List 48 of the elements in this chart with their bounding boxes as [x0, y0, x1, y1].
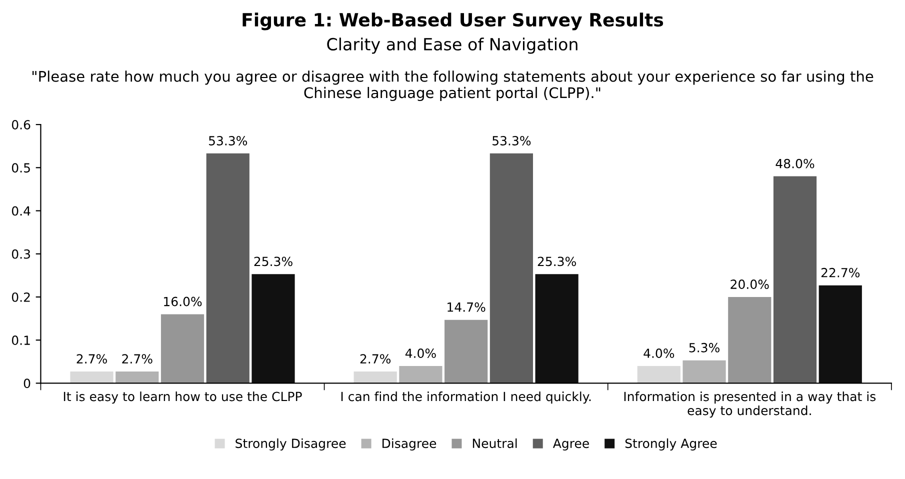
bar [206, 153, 250, 384]
data-label: 2.7% [76, 354, 107, 364]
bar [444, 320, 488, 384]
x-tick-label: Information is presented in a way that is easy to understand. [624, 392, 876, 418]
y-tick-label: 0.6 [12, 120, 30, 130]
data-label: 25.3% [254, 256, 292, 266]
data-label: 20.0% [730, 280, 769, 290]
bar [399, 366, 442, 384]
legend-label: Neutral [472, 438, 517, 448]
y-tick-label: 0.1 [12, 336, 30, 346]
bar [490, 153, 533, 384]
data-label: 2.7% [122, 354, 152, 364]
bar [252, 274, 295, 384]
data-label: 14.7% [448, 302, 486, 312]
data-label: 53.3% [208, 136, 248, 146]
x-tick-label: It is easy to learn how to use the CLPP [64, 392, 302, 404]
bar [773, 176, 817, 384]
bar [682, 360, 726, 384]
bar [637, 366, 680, 384]
data-label: 22.7% [821, 268, 860, 278]
bar [160, 314, 204, 384]
bar [728, 296, 772, 384]
legend-label: Agree [552, 438, 589, 451]
data-label: 53.3% [492, 136, 531, 146]
bar [818, 285, 862, 384]
chart-title: Figure 1: Web-Based User Survey Results [242, 12, 664, 30]
text: "Please rate how much you agree or disagree with the following statements about your experience so far using the Chinese language patient portal (CLPP)." [32, 70, 874, 102]
data-label: 16.0% [164, 296, 202, 306]
bar [70, 372, 114, 384]
y-tick-label: 0 [24, 378, 30, 388]
y-tick-label: 0.3 [12, 249, 30, 259]
bar [535, 274, 578, 384]
y-tick-label: 0.4 [12, 206, 30, 216]
data-label: 48.0% [776, 158, 814, 168]
y-tick-label: 0.2 [12, 292, 30, 302]
bar [354, 372, 397, 384]
chart-subtitle: Clarity and Ease of Navigation [327, 38, 578, 54]
data-label: 4.0% [405, 348, 436, 358]
data-label: 4.0% [644, 348, 674, 358]
legend-label: Strongly Disagree [236, 438, 346, 451]
bar [116, 372, 159, 384]
data-label: 2.7% [360, 354, 391, 364]
data-label: 5.3% [689, 342, 720, 352]
y-tick-label: 0.5 [12, 163, 30, 173]
legend-label: Strongly Agree [625, 438, 717, 451]
legend-label: Disagree [382, 438, 436, 451]
data-label: 25.3% [538, 256, 576, 266]
x-tick-label: I can find the information I need quickly. [341, 392, 591, 404]
